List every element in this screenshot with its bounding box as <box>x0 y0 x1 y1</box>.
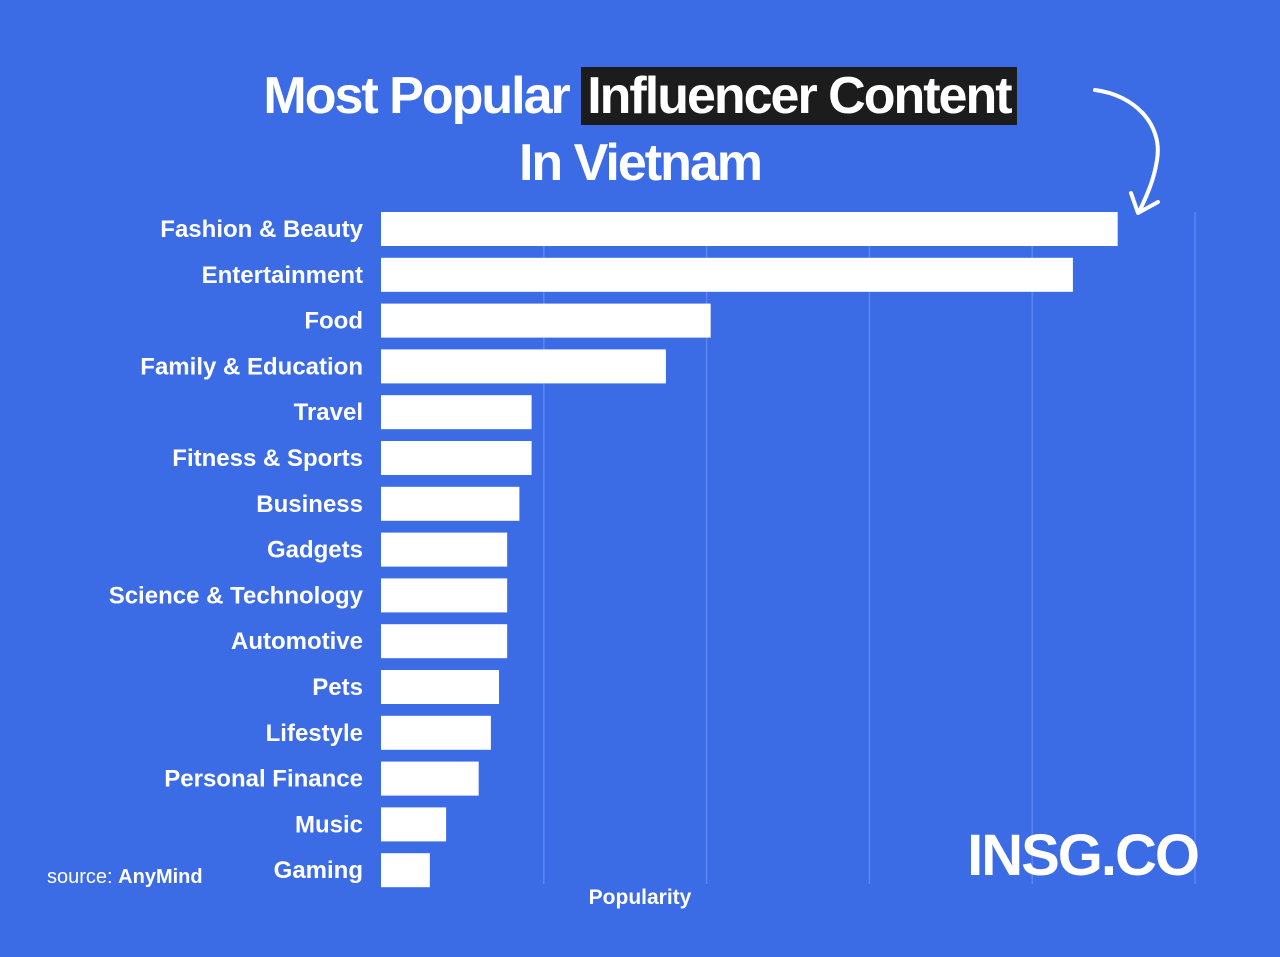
title-highlight: Influencer Content <box>581 67 1017 125</box>
source-note: source: AnyMind <box>47 866 203 889</box>
bar <box>381 349 666 384</box>
category-label: Fashion & Beauty <box>160 216 363 243</box>
bar <box>381 303 711 338</box>
title-line2: In Vietnam <box>518 134 763 192</box>
category-labels: Fashion & Beauty Entertainment Food Family … <box>109 216 364 884</box>
category-label: Travel <box>294 399 363 426</box>
bar <box>381 807 447 842</box>
bars <box>381 212 1118 888</box>
category-label: Science & Technology <box>109 582 364 609</box>
category-label: Gadgets <box>267 537 363 564</box>
bar <box>381 624 508 659</box>
category-label: Food <box>304 308 363 335</box>
chart-title: Most Popular Influencer Content In Vietn… <box>0 62 1280 196</box>
bar <box>381 853 430 888</box>
x-axis-label: Popularity <box>588 886 692 909</box>
bar <box>381 441 532 475</box>
source-prefix: source: <box>47 866 113 888</box>
bar <box>381 761 479 796</box>
bar <box>381 578 508 613</box>
bar <box>381 395 532 430</box>
category-label: Personal Finance <box>164 766 363 793</box>
brand-logo: INSG.CO <box>967 823 1200 888</box>
bar <box>381 212 1118 246</box>
category-label: Lifestyle <box>266 720 363 747</box>
bar <box>381 486 520 521</box>
category-label: Business <box>256 491 363 518</box>
bar <box>381 257 1073 292</box>
category-label: Automotive <box>231 628 363 655</box>
category-label: Family & Education <box>140 353 363 380</box>
category-label: Entertainment <box>202 262 363 289</box>
category-label: Gaming <box>274 857 363 884</box>
bar <box>381 532 508 567</box>
source-name: AnyMind <box>118 866 203 888</box>
category-label: Fitness & Sports <box>172 445 363 472</box>
bar <box>381 715 491 750</box>
title-part1: Most Popular <box>263 67 570 125</box>
category-label: Music <box>295 811 363 838</box>
bar <box>381 670 500 704</box>
curved-arrow-icon <box>1093 88 1160 215</box>
category-label: Pets <box>312 674 363 701</box>
